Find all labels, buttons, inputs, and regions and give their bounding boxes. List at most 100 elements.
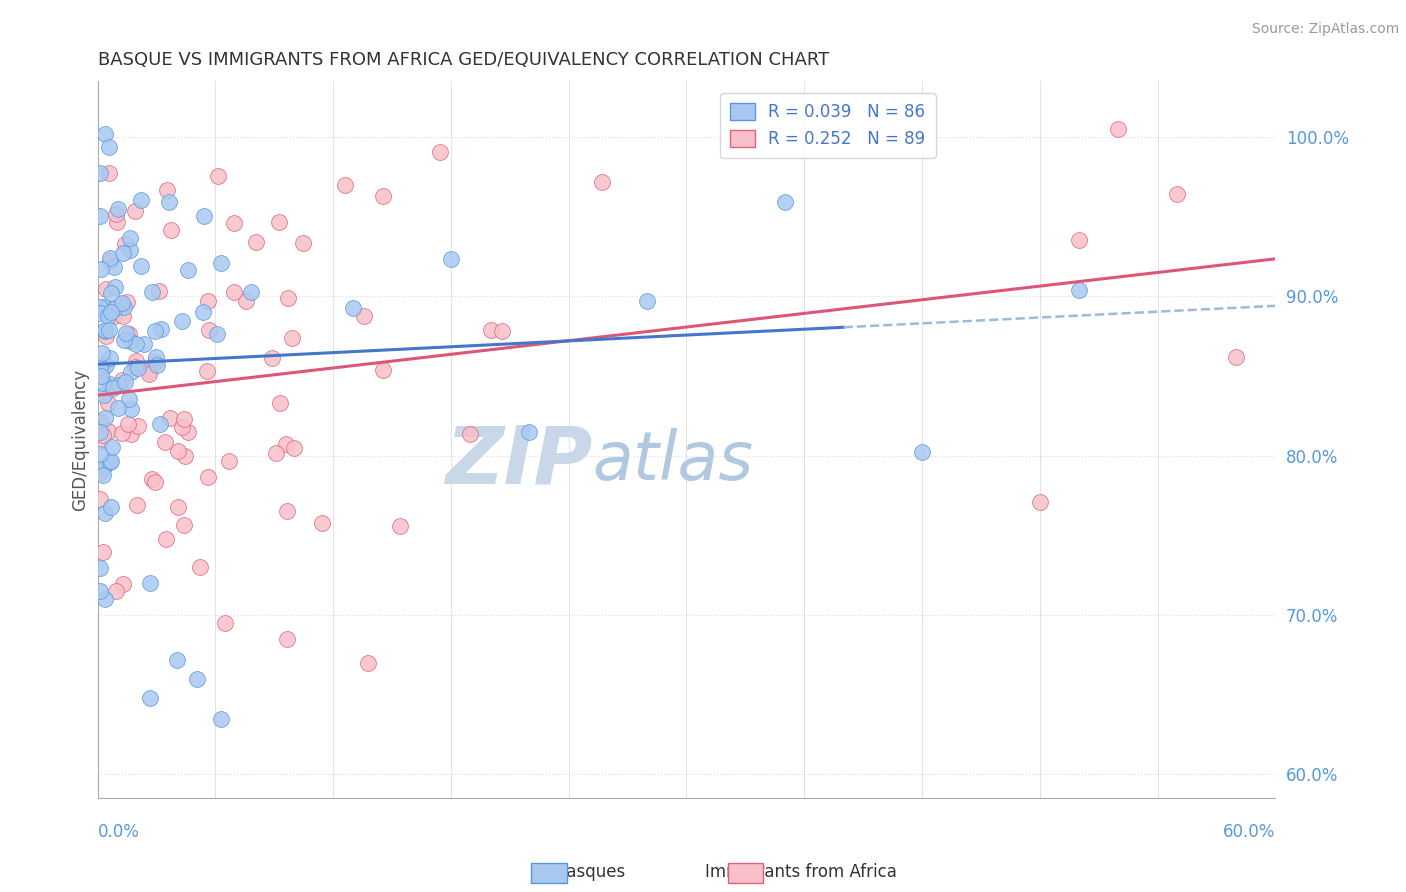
- Point: [166, 500, 188, 514]
- Point: [357, 656, 380, 670]
- Point: [139, 690, 162, 705]
- Point: [167, 444, 190, 458]
- Point: [127, 360, 149, 375]
- Point: [98, 323, 121, 337]
- Point: [105, 215, 128, 229]
- Point: [283, 441, 305, 455]
- Point: [100, 455, 122, 469]
- Point: [132, 336, 155, 351]
- Point: [519, 425, 541, 440]
- Point: [198, 323, 221, 337]
- Point: [429, 145, 451, 159]
- Point: [97, 309, 120, 323]
- Point: [1067, 283, 1090, 297]
- Point: [149, 417, 172, 431]
- Point: [125, 337, 148, 351]
- Point: [127, 418, 149, 433]
- Point: [276, 632, 298, 646]
- Point: [155, 435, 177, 450]
- Point: [114, 326, 136, 340]
- Point: [591, 176, 613, 190]
- Point: [388, 518, 411, 533]
- Point: [235, 294, 257, 309]
- Point: [773, 194, 796, 209]
- Point: [276, 503, 298, 517]
- Text: Immigrants from Africa: Immigrants from Africa: [706, 863, 897, 881]
- Point: [172, 314, 194, 328]
- Point: [141, 472, 163, 486]
- Point: [239, 285, 262, 300]
- Point: [125, 498, 148, 512]
- Text: atlas: atlas: [592, 428, 754, 494]
- Point: [112, 576, 135, 591]
- Point: [89, 360, 111, 375]
- Point: [97, 396, 120, 410]
- Point: [91, 346, 114, 360]
- Point: [160, 223, 183, 237]
- Point: [112, 300, 135, 314]
- Point: [292, 236, 315, 251]
- Point: [104, 584, 127, 599]
- Point: [124, 360, 146, 375]
- Point: [89, 491, 111, 506]
- Point: [112, 309, 135, 323]
- Point: [90, 415, 112, 429]
- Point: [1166, 186, 1188, 201]
- Point: [103, 302, 125, 317]
- Point: [166, 653, 188, 667]
- Point: [111, 295, 134, 310]
- Point: [188, 559, 211, 574]
- Point: [98, 251, 121, 265]
- Point: [636, 293, 658, 308]
- Point: [94, 592, 117, 607]
- Point: [94, 358, 117, 372]
- Point: [98, 253, 121, 268]
- Point: [112, 333, 135, 347]
- Point: [138, 368, 160, 382]
- Point: [89, 561, 111, 575]
- Y-axis label: GED/Equivalency: GED/Equivalency: [72, 368, 89, 511]
- Point: [148, 285, 170, 299]
- Point: [91, 467, 114, 482]
- Point: [209, 256, 232, 270]
- Point: [260, 351, 283, 365]
- Point: [107, 401, 129, 416]
- Point: [218, 454, 240, 468]
- Point: [129, 259, 152, 273]
- Point: [91, 545, 114, 559]
- Point: [103, 260, 125, 274]
- Point: [1067, 233, 1090, 247]
- Point: [176, 263, 198, 277]
- Point: [191, 305, 214, 319]
- Point: [186, 672, 208, 686]
- Point: [197, 470, 219, 484]
- Point: [176, 425, 198, 439]
- Point: [207, 169, 229, 184]
- Point: [118, 326, 141, 341]
- Point: [155, 532, 177, 546]
- Point: [129, 194, 152, 208]
- Point: [333, 178, 356, 192]
- Point: [111, 373, 134, 387]
- Point: [193, 210, 215, 224]
- Point: [118, 243, 141, 257]
- Point: [89, 584, 111, 599]
- Point: [93, 300, 115, 314]
- Point: [90, 368, 112, 383]
- Point: [100, 285, 122, 300]
- Point: [458, 427, 481, 442]
- Point: [481, 323, 503, 337]
- Point: [149, 322, 172, 336]
- Point: [173, 449, 195, 463]
- Point: [100, 454, 122, 468]
- Point: [1107, 122, 1129, 136]
- Point: [120, 365, 142, 379]
- Point: [93, 506, 115, 520]
- Point: [100, 351, 122, 365]
- Point: [96, 282, 118, 296]
- Point: [371, 189, 394, 203]
- Point: [89, 434, 111, 448]
- Point: [209, 712, 232, 726]
- Point: [274, 437, 297, 451]
- Text: 0.0%: 0.0%: [97, 823, 139, 841]
